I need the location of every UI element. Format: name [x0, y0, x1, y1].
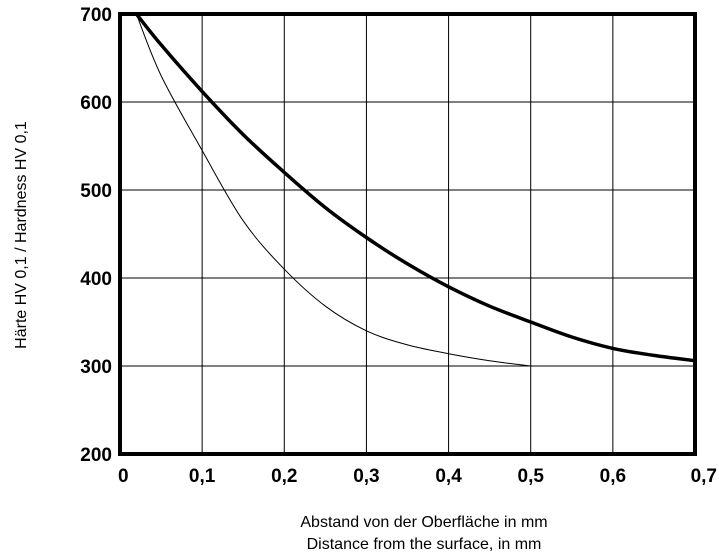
y-tick-label: 200	[80, 445, 112, 466]
plot-frame	[118, 12, 697, 456]
y-tick-labels: 200 300 400 500 600 700	[80, 5, 112, 466]
data-curves	[134, 12, 697, 367]
x-tick-labels: 0 0,1 0,2 0,3 0,4 0,5 0,6 0,7	[118, 466, 717, 487]
y-tick-label: 600	[80, 93, 112, 114]
x-tick-label: 0,1	[189, 466, 216, 487]
x-tick-label: 0,3	[353, 466, 379, 487]
x-tick-label: 0,6	[600, 466, 626, 487]
y-tick-label: 500	[80, 181, 112, 202]
x-axis-label-line1: Abstand von der Oberfläche in mm	[300, 514, 547, 531]
y-axis-label: Härte HV 0,1 / Hardness HV 0,1	[13, 121, 30, 349]
x-tick-label: 0,4	[435, 466, 462, 487]
grid-lines	[119, 13, 696, 455]
series-line-thin	[135, 13, 532, 367]
x-axis-label-line2: Distance from the surface, in mm	[307, 536, 542, 553]
series-line-thick	[134, 12, 697, 363]
y-tick-label: 300	[80, 357, 112, 378]
x-tick-label: 0,2	[271, 466, 297, 487]
y-tick-label: 700	[80, 5, 112, 26]
x-tick-label: 0,7	[691, 466, 717, 487]
y-tick-label: 400	[80, 269, 112, 290]
x-tick-label: 0,5	[518, 466, 545, 487]
x-tick-label: 0	[118, 466, 129, 487]
